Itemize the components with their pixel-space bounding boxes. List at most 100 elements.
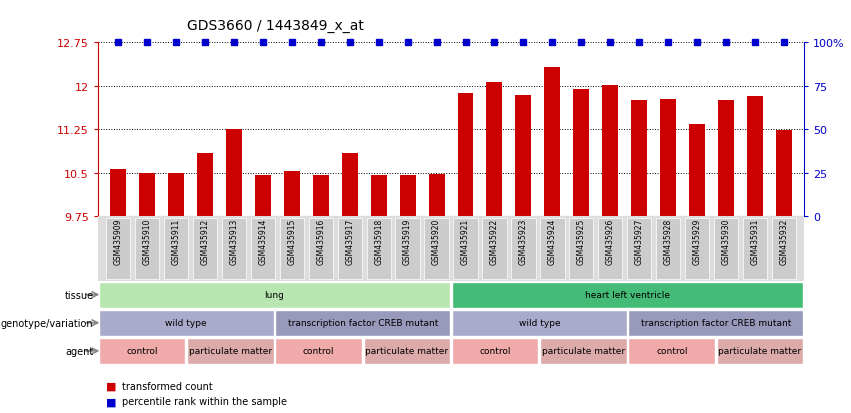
FancyBboxPatch shape [251,218,275,280]
FancyBboxPatch shape [187,338,273,364]
FancyBboxPatch shape [164,218,188,280]
FancyBboxPatch shape [396,218,420,280]
Text: GSM435920: GSM435920 [432,218,441,264]
Bar [313,175,328,217]
Text: GSM435925: GSM435925 [577,218,585,264]
FancyBboxPatch shape [483,218,506,280]
Bar [342,154,357,217]
Bar [545,68,560,217]
FancyBboxPatch shape [280,218,304,280]
FancyBboxPatch shape [193,218,217,280]
Text: GSM435919: GSM435919 [403,218,412,264]
Bar [168,174,184,217]
Text: GSM435911: GSM435911 [172,218,180,264]
Text: heart left ventricle: heart left ventricle [585,290,670,299]
Bar [574,90,589,217]
FancyBboxPatch shape [452,282,803,308]
Bar [429,175,444,217]
Bar [371,176,386,217]
Text: transformed count: transformed count [122,381,213,391]
Text: transcription factor CREB mutant: transcription factor CREB mutant [288,318,438,328]
FancyBboxPatch shape [569,218,593,280]
Text: particulate matter: particulate matter [718,347,802,356]
Text: GSM435926: GSM435926 [606,218,614,264]
FancyBboxPatch shape [425,218,448,280]
Text: GDS3660 / 1443849_x_at: GDS3660 / 1443849_x_at [187,19,364,33]
Text: control: control [656,347,688,356]
FancyBboxPatch shape [540,218,564,280]
FancyBboxPatch shape [772,218,796,280]
FancyBboxPatch shape [99,310,273,336]
Text: agent: agent [66,346,94,356]
FancyBboxPatch shape [511,218,535,280]
FancyBboxPatch shape [629,310,803,336]
FancyBboxPatch shape [627,218,651,280]
Bar [747,97,763,217]
FancyBboxPatch shape [338,218,362,280]
Text: GSM435921: GSM435921 [461,218,470,264]
Text: GSM435912: GSM435912 [201,218,209,264]
Bar [776,131,792,217]
Bar [255,175,271,217]
FancyBboxPatch shape [222,218,246,280]
FancyBboxPatch shape [598,218,622,280]
Text: particulate matter: particulate matter [542,347,625,356]
FancyBboxPatch shape [454,218,477,280]
Bar [603,86,618,217]
Text: GSM435915: GSM435915 [288,218,296,264]
Text: GSM435909: GSM435909 [114,218,123,264]
Bar [689,124,705,217]
Text: particulate matter: particulate matter [365,347,448,356]
Text: particulate matter: particulate matter [189,347,271,356]
Text: percentile rank within the sample: percentile rank within the sample [122,396,287,406]
FancyBboxPatch shape [99,282,450,308]
FancyBboxPatch shape [743,218,767,280]
Bar [660,100,676,217]
Text: GSM435923: GSM435923 [519,218,528,264]
Bar [718,101,734,217]
Text: lung: lung [265,290,284,299]
FancyBboxPatch shape [309,218,333,280]
Bar [516,95,531,217]
Text: GSM435928: GSM435928 [664,218,672,264]
FancyBboxPatch shape [540,338,626,364]
Text: GSM435924: GSM435924 [548,218,557,264]
Bar [631,101,647,217]
FancyBboxPatch shape [452,338,539,364]
Text: transcription factor CREB mutant: transcription factor CREB mutant [641,318,791,328]
Text: control: control [479,347,511,356]
Text: GSM435922: GSM435922 [490,218,499,264]
Bar [197,154,213,217]
Text: wild type: wild type [165,318,207,328]
FancyBboxPatch shape [629,338,715,364]
Text: GSM435914: GSM435914 [259,218,267,264]
Text: GSM435910: GSM435910 [143,218,151,264]
FancyBboxPatch shape [276,338,362,364]
FancyBboxPatch shape [363,338,450,364]
FancyBboxPatch shape [99,338,186,364]
Text: GSM435918: GSM435918 [374,218,383,264]
Bar [226,130,242,217]
FancyBboxPatch shape [135,218,159,280]
FancyBboxPatch shape [106,218,130,280]
Bar [139,174,155,217]
Text: GSM435913: GSM435913 [230,218,238,264]
FancyBboxPatch shape [685,218,709,280]
Bar [400,175,415,217]
Text: GSM435927: GSM435927 [635,218,643,264]
Text: GSM435917: GSM435917 [346,218,354,264]
Text: ■: ■ [106,381,117,391]
Bar [110,169,126,217]
Text: GSM435932: GSM435932 [780,218,788,264]
Text: GSM435931: GSM435931 [751,218,759,264]
FancyBboxPatch shape [367,218,391,280]
Text: GSM435929: GSM435929 [693,218,701,264]
Bar [487,83,502,217]
FancyBboxPatch shape [452,310,626,336]
Text: control: control [126,347,157,356]
FancyBboxPatch shape [276,310,450,336]
FancyBboxPatch shape [714,218,738,280]
Text: genotype/variation: genotype/variation [1,318,94,328]
FancyBboxPatch shape [656,218,680,280]
Bar [458,94,473,217]
